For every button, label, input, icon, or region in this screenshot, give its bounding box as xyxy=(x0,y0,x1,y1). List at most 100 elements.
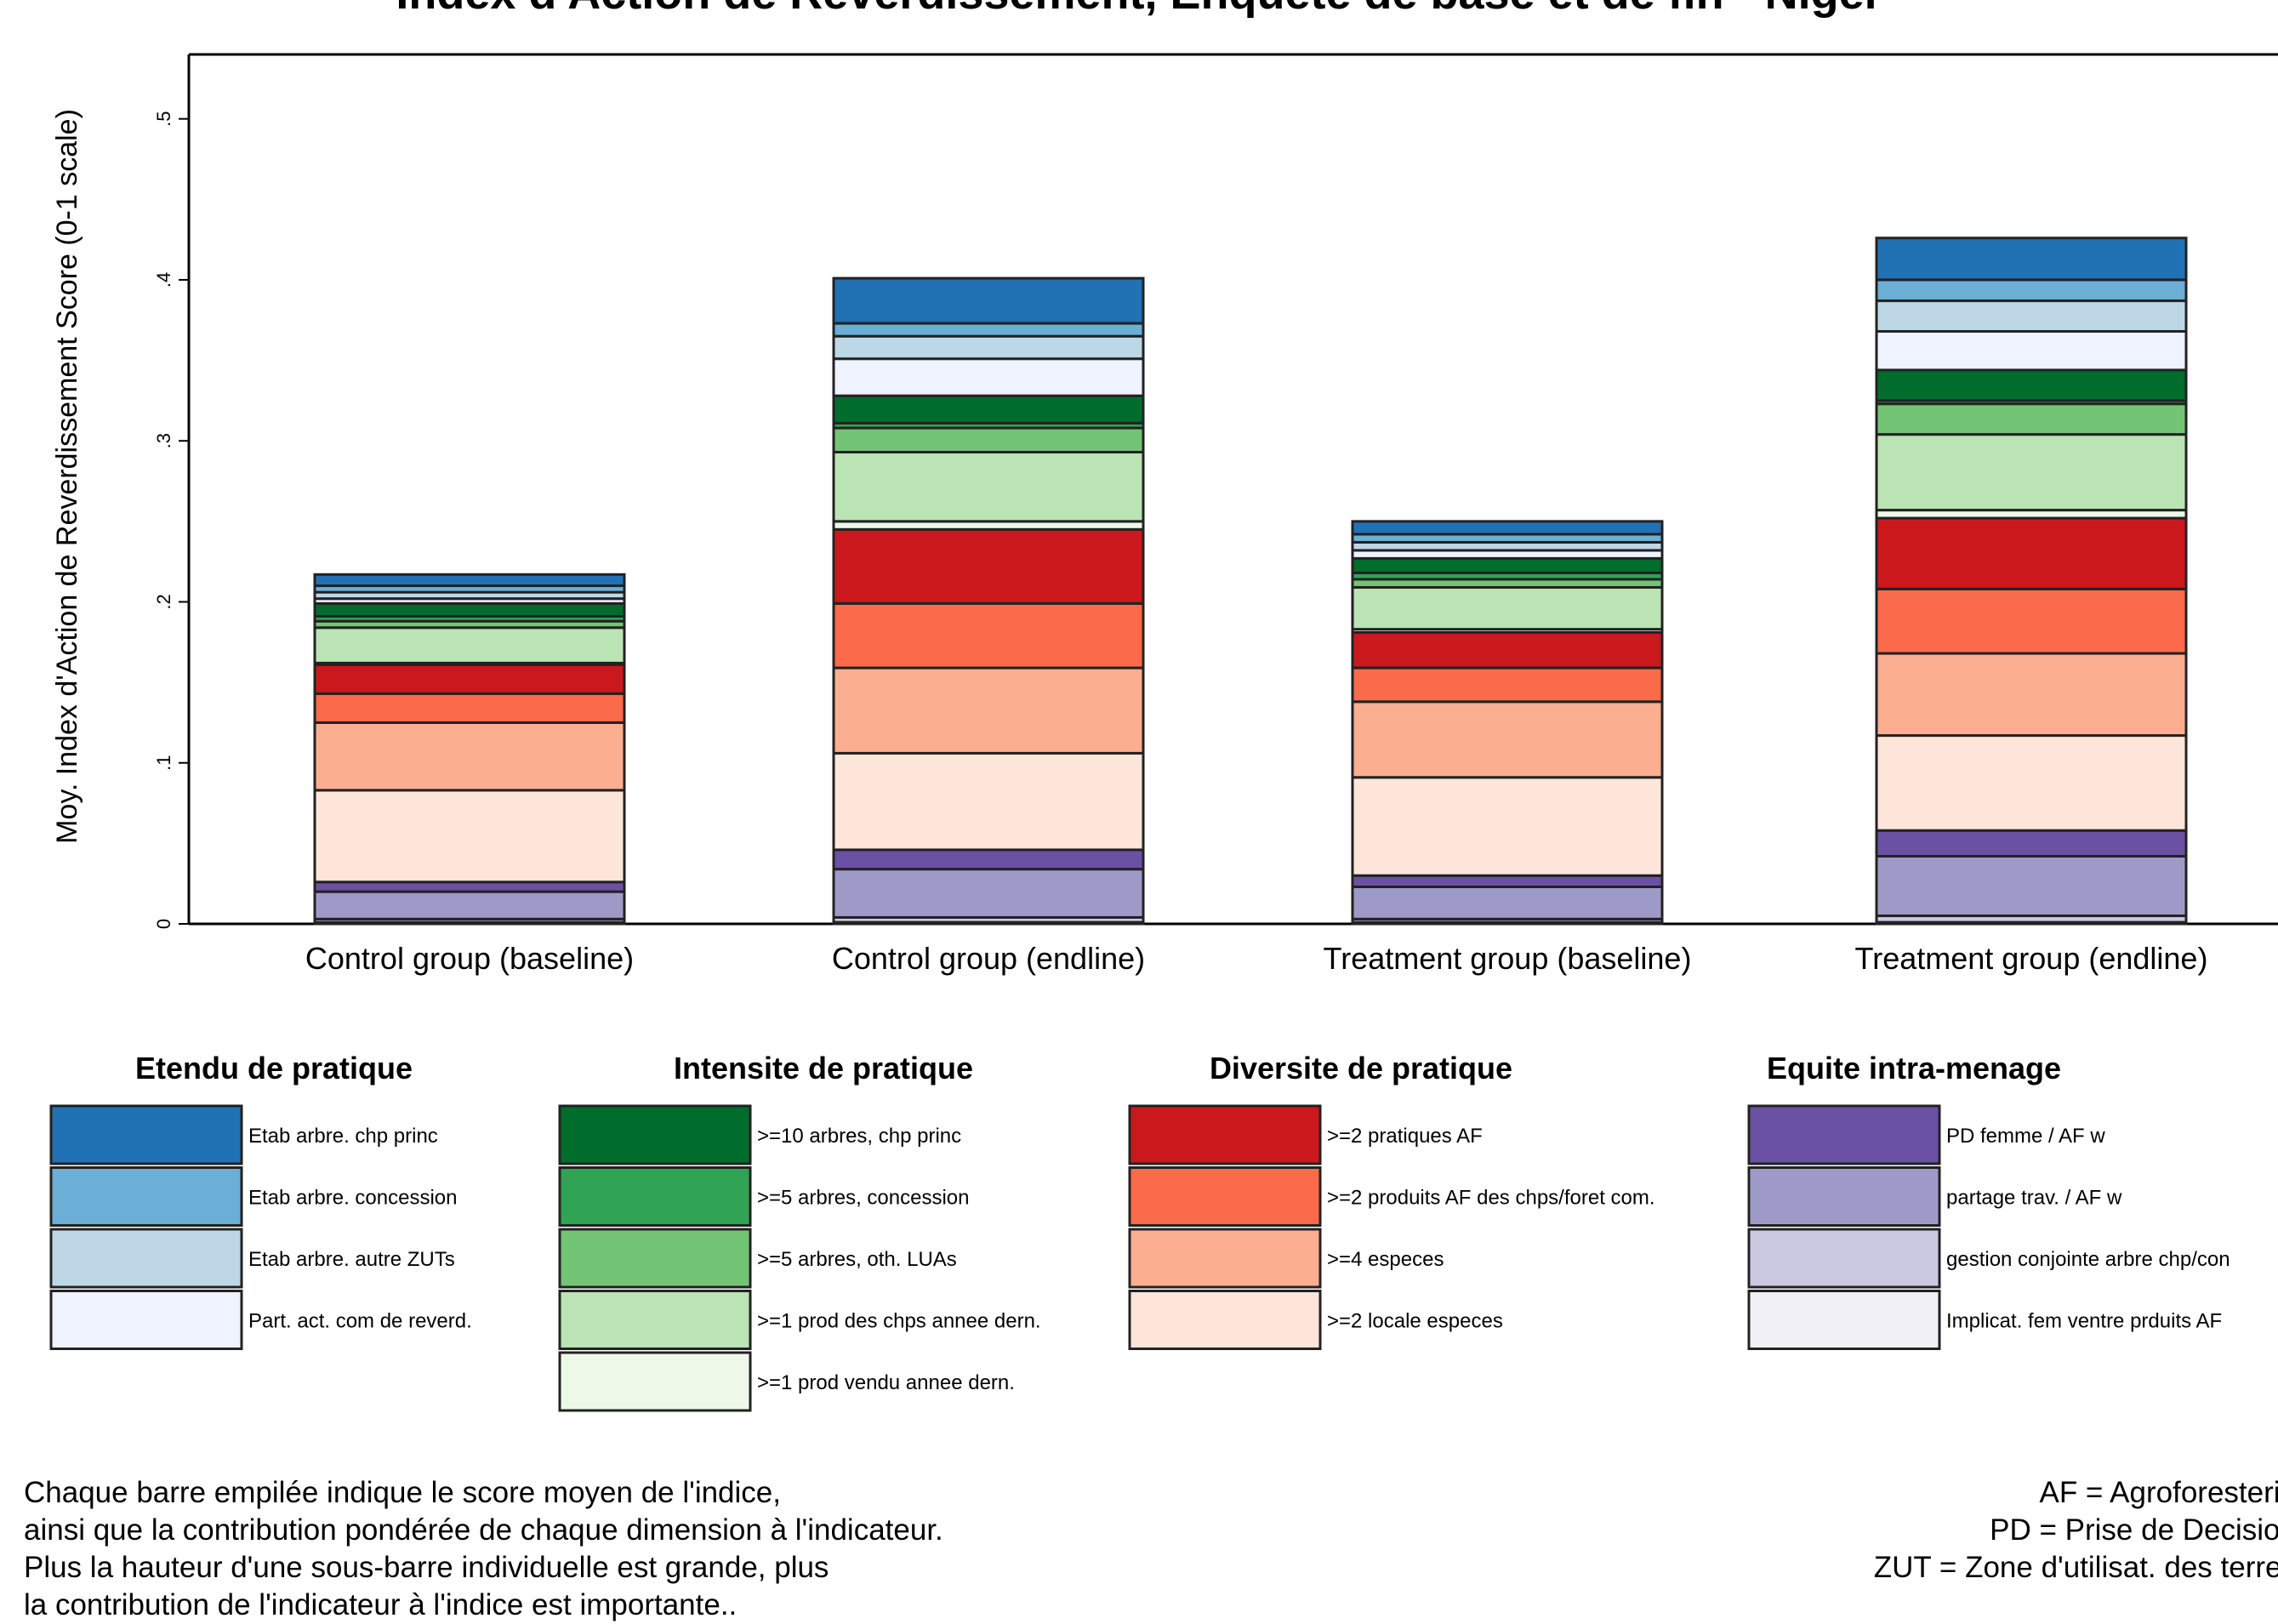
bar-segment xyxy=(313,626,626,664)
bar-segment xyxy=(313,663,626,695)
legend: Etendu de pratique Etab arbre. chp princ E… xyxy=(49,1051,2230,1412)
bar-segment xyxy=(1351,630,1664,670)
bar-segment xyxy=(1875,299,2188,333)
bar-segment xyxy=(832,357,1145,397)
x-category-label: Control group (endline) xyxy=(832,941,1145,976)
note-line: ainsi que la contribution pondérée de ch… xyxy=(24,1513,943,1547)
bar-segment xyxy=(1875,330,2188,372)
legend-item-label: >=5 arbres, concession xyxy=(757,1187,969,1210)
bar-stack xyxy=(1875,236,2188,926)
legend-item-label: Etab arbre. concession xyxy=(248,1187,457,1210)
y-tick-label: .3 xyxy=(153,433,174,448)
legend-swatch xyxy=(49,1228,243,1289)
legend-group-title: Etendu de pratique xyxy=(135,1051,413,1086)
note-line: la contribution de l'indicateur à l'indi… xyxy=(24,1588,738,1621)
y-tick-label: .2 xyxy=(153,594,174,609)
legend-swatch xyxy=(1747,1166,1941,1227)
bar-segment xyxy=(1875,402,2188,436)
bar-segment xyxy=(1875,652,2188,738)
explanation-note: Chaque barre empilée indique le score mo… xyxy=(24,1474,943,1624)
bar-segment xyxy=(832,426,1145,453)
legend-swatch xyxy=(49,1104,243,1165)
bar-segment xyxy=(832,868,1145,919)
legend-swatch xyxy=(558,1290,752,1350)
legend-item-label: Etab arbre. chp princ xyxy=(248,1125,438,1148)
legend-item-label: >=2 locale especes xyxy=(1327,1310,1503,1333)
y-axis-label: Moy. Index d'Action de Reverdissement Sc… xyxy=(51,109,83,844)
legend-swatch xyxy=(558,1228,752,1289)
legend-swatch xyxy=(49,1166,243,1227)
legend-swatch xyxy=(1747,1104,1941,1165)
bar-stack xyxy=(1351,520,1664,926)
legend-group-title: Diversite de pratique xyxy=(1210,1051,1512,1086)
legend-swatch xyxy=(49,1290,243,1350)
legend-item-label: Part. act. com de reverd. xyxy=(248,1310,472,1333)
legend-item-label: partage trav. / AF w xyxy=(1946,1187,2122,1210)
abbreviation-line: AF = Agroforesterie xyxy=(2039,1476,2278,1509)
legend-item-label: PD femme / AF w xyxy=(1946,1125,2105,1148)
legend-swatch xyxy=(558,1104,752,1165)
legend-swatch xyxy=(1128,1228,1322,1289)
bar-segment xyxy=(1875,855,2188,918)
bar-segment xyxy=(1351,885,1664,920)
y-tick-label: .4 xyxy=(153,272,174,288)
bar-stack xyxy=(832,276,1145,926)
bar-stack xyxy=(313,573,626,926)
bar-segment xyxy=(1875,734,2188,832)
bar-segment xyxy=(832,527,1145,605)
legend-swatch xyxy=(1747,1228,1941,1289)
bar-segment xyxy=(1875,516,2188,590)
legend-item-label: >=4 especes xyxy=(1327,1248,1444,1271)
abbreviations-note: AF = Agroforesterie PD = Prise de Decisi… xyxy=(1735,1474,2278,1587)
legend-item-label: >=1 prod vendu annee dern. xyxy=(757,1371,1015,1394)
bar-segment xyxy=(832,276,1145,325)
legend-group-title: Intensite de pratique xyxy=(674,1051,973,1086)
legend-swatch xyxy=(1128,1104,1322,1165)
legend-item-label: >=10 arbres, chp princ xyxy=(757,1125,961,1148)
bar-segment xyxy=(1351,520,1664,536)
bar-segment xyxy=(313,880,626,893)
bar-segment xyxy=(1875,278,2188,303)
bar-segment xyxy=(1875,433,2188,512)
bar-segment xyxy=(1875,236,2188,282)
bar-segment xyxy=(1875,587,2188,655)
bar-segment xyxy=(1875,368,2188,402)
bar-segment xyxy=(313,890,626,920)
legend-swatch xyxy=(1128,1290,1322,1350)
bar-segment xyxy=(832,848,1145,871)
bar-segment xyxy=(313,789,626,884)
bar-segment xyxy=(313,601,626,618)
legend-swatch xyxy=(1128,1166,1322,1227)
bar-segment xyxy=(1351,776,1664,877)
bar-segment xyxy=(313,573,626,588)
chart-title: Index d'Action de Reverdissement, Enquet… xyxy=(396,0,1882,19)
legend-item-label: >=1 prod des chps annee dern. xyxy=(757,1310,1041,1333)
legend-group-title: Equite intra-menage xyxy=(1767,1051,2061,1086)
bar-segment xyxy=(832,334,1145,361)
bar-segment xyxy=(1351,874,1664,888)
legend-item-label: >=5 arbres, oth. LUAs xyxy=(757,1248,957,1271)
bar-segment xyxy=(832,601,1145,670)
bar-segment xyxy=(1351,700,1664,779)
legend-item-label: >=2 produits AF des chps/foret com. xyxy=(1327,1187,1655,1210)
legend-item-label: gestion conjointe arbre chp/con xyxy=(1946,1248,2230,1271)
abbreviation-line: ZUT = Zone d'utilisat. des terres xyxy=(1873,1551,2278,1584)
bar-segment xyxy=(832,450,1145,523)
x-category-label: Control group (baseline) xyxy=(305,941,634,976)
bar-segment xyxy=(832,666,1145,755)
bar-segment xyxy=(1351,556,1664,574)
bar-segment xyxy=(1875,829,2188,858)
y-tick-label: .5 xyxy=(153,111,174,127)
bar-segment xyxy=(1351,585,1664,631)
legend-swatch xyxy=(1747,1290,1941,1350)
bar-segment xyxy=(1351,666,1664,704)
note-line: Chaque barre empilée indique le score mo… xyxy=(24,1476,781,1509)
legend-item-label: >=2 pratiques AF xyxy=(1327,1125,1483,1148)
legend-swatch xyxy=(558,1166,752,1227)
x-category-label: Treatment group (endline) xyxy=(1855,941,2208,976)
plot-area: 0 .1 .2 .3 .4 .5 Control group (baseline) Contr… xyxy=(153,53,2278,976)
note-line: Plus la hauteur d'une sous-barre individ… xyxy=(24,1551,829,1584)
legend-item-label: Etab arbre. autre ZUTs xyxy=(248,1248,455,1271)
abbreviation-line: PD = Prise de Decision xyxy=(1990,1513,2278,1547)
legend-item-label: Implicat. fem ventre prduits AF xyxy=(1946,1310,2222,1333)
